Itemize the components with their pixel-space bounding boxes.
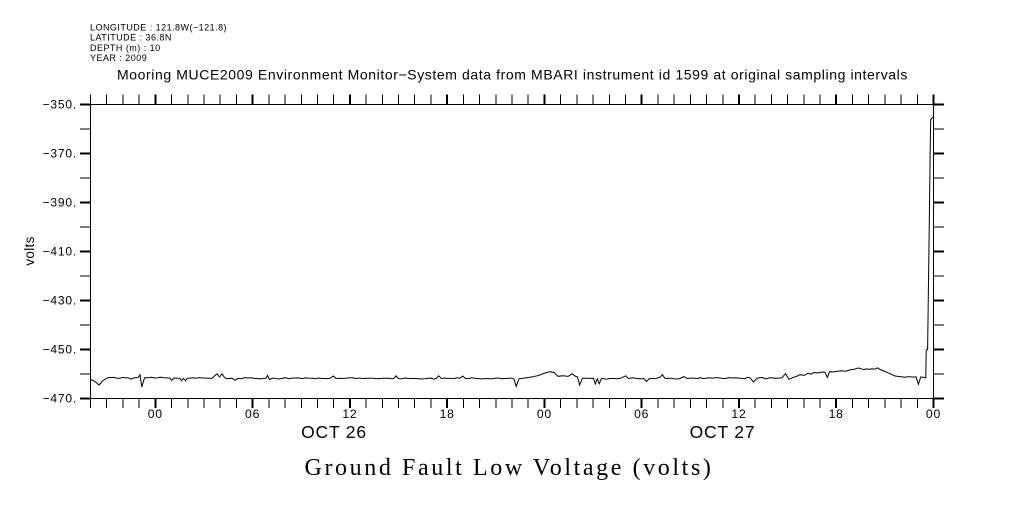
svg-text:06: 06 <box>245 407 260 421</box>
svg-text:12: 12 <box>731 407 746 421</box>
svg-text:YEAR : 2009: YEAR : 2009 <box>90 53 147 63</box>
svg-text:−390.: −390. <box>43 196 77 210</box>
svg-text:12: 12 <box>342 407 357 421</box>
svg-text:DEPTH (m) : 10: DEPTH (m) : 10 <box>90 43 161 53</box>
svg-text:LONGITUDE : 121.8W(−121.8): LONGITUDE : 121.8W(−121.8) <box>90 22 227 32</box>
svg-text:−430.: −430. <box>43 294 77 308</box>
svg-text:Ground Fault Low Voltage (volt: Ground Fault Low Voltage (volts) <box>305 455 714 481</box>
svg-text:00: 00 <box>148 407 163 421</box>
svg-text:OCT 26: OCT 26 <box>301 422 367 442</box>
svg-text:Mooring MUCE2009 Environment M: Mooring MUCE2009 Environment Monitor−Sys… <box>117 67 908 83</box>
svg-text:18: 18 <box>829 407 844 421</box>
svg-text:00: 00 <box>537 407 552 421</box>
svg-text:−470.: −470. <box>43 392 77 406</box>
svg-text:00: 00 <box>926 407 941 421</box>
svg-text:−450.: −450. <box>43 343 77 357</box>
svg-text:−350.: −350. <box>43 98 77 112</box>
svg-text:−410.: −410. <box>43 245 77 259</box>
svg-text:volts: volts <box>22 236 37 265</box>
svg-text:OCT 27: OCT 27 <box>690 422 756 442</box>
svg-text:06: 06 <box>634 407 649 421</box>
svg-text:−370.: −370. <box>43 147 77 161</box>
svg-text:LATITUDE : 36.8N: LATITUDE : 36.8N <box>90 33 172 43</box>
svg-text:18: 18 <box>440 407 455 421</box>
